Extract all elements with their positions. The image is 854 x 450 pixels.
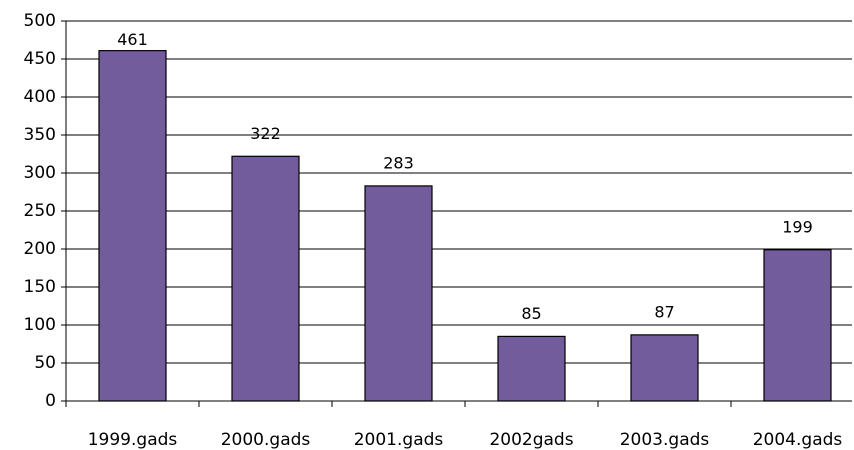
- bar: [98, 50, 167, 402]
- y-tick-label: 250: [24, 201, 56, 221]
- value-label: 85: [521, 304, 541, 323]
- y-tick-label: 200: [24, 239, 56, 259]
- y-tick-label: 500: [24, 11, 56, 31]
- x-tick-label: 1999.gads: [88, 430, 178, 450]
- y-tick-label: 400: [24, 87, 56, 107]
- y-tick-label: 50: [34, 353, 56, 373]
- y-tick-label: 300: [24, 163, 56, 183]
- x-tick-label: 2001.gads: [354, 430, 444, 450]
- value-label: 322: [250, 124, 281, 143]
- x-tick-label: 2003.gads: [620, 430, 710, 450]
- value-label: 283: [383, 153, 414, 172]
- x-tick-label: 2004.gads: [753, 430, 843, 450]
- x-tick-label: 2000.gads: [221, 430, 311, 450]
- y-tick-label: 350: [24, 125, 56, 145]
- y-tick-label: 0: [45, 391, 56, 411]
- y-tick-label: 450: [24, 49, 56, 69]
- value-label: 199: [782, 217, 813, 236]
- bar: [231, 155, 300, 402]
- x-tick-label: 2002gads: [489, 430, 573, 450]
- y-tick-label: 100: [24, 315, 56, 335]
- bar: [497, 335, 566, 402]
- value-label: 461: [117, 30, 148, 49]
- y-tick-label: 150: [24, 277, 56, 297]
- value-label: 87: [654, 302, 674, 321]
- bar: [630, 334, 699, 402]
- bar: [763, 249, 832, 402]
- bar: [364, 185, 433, 402]
